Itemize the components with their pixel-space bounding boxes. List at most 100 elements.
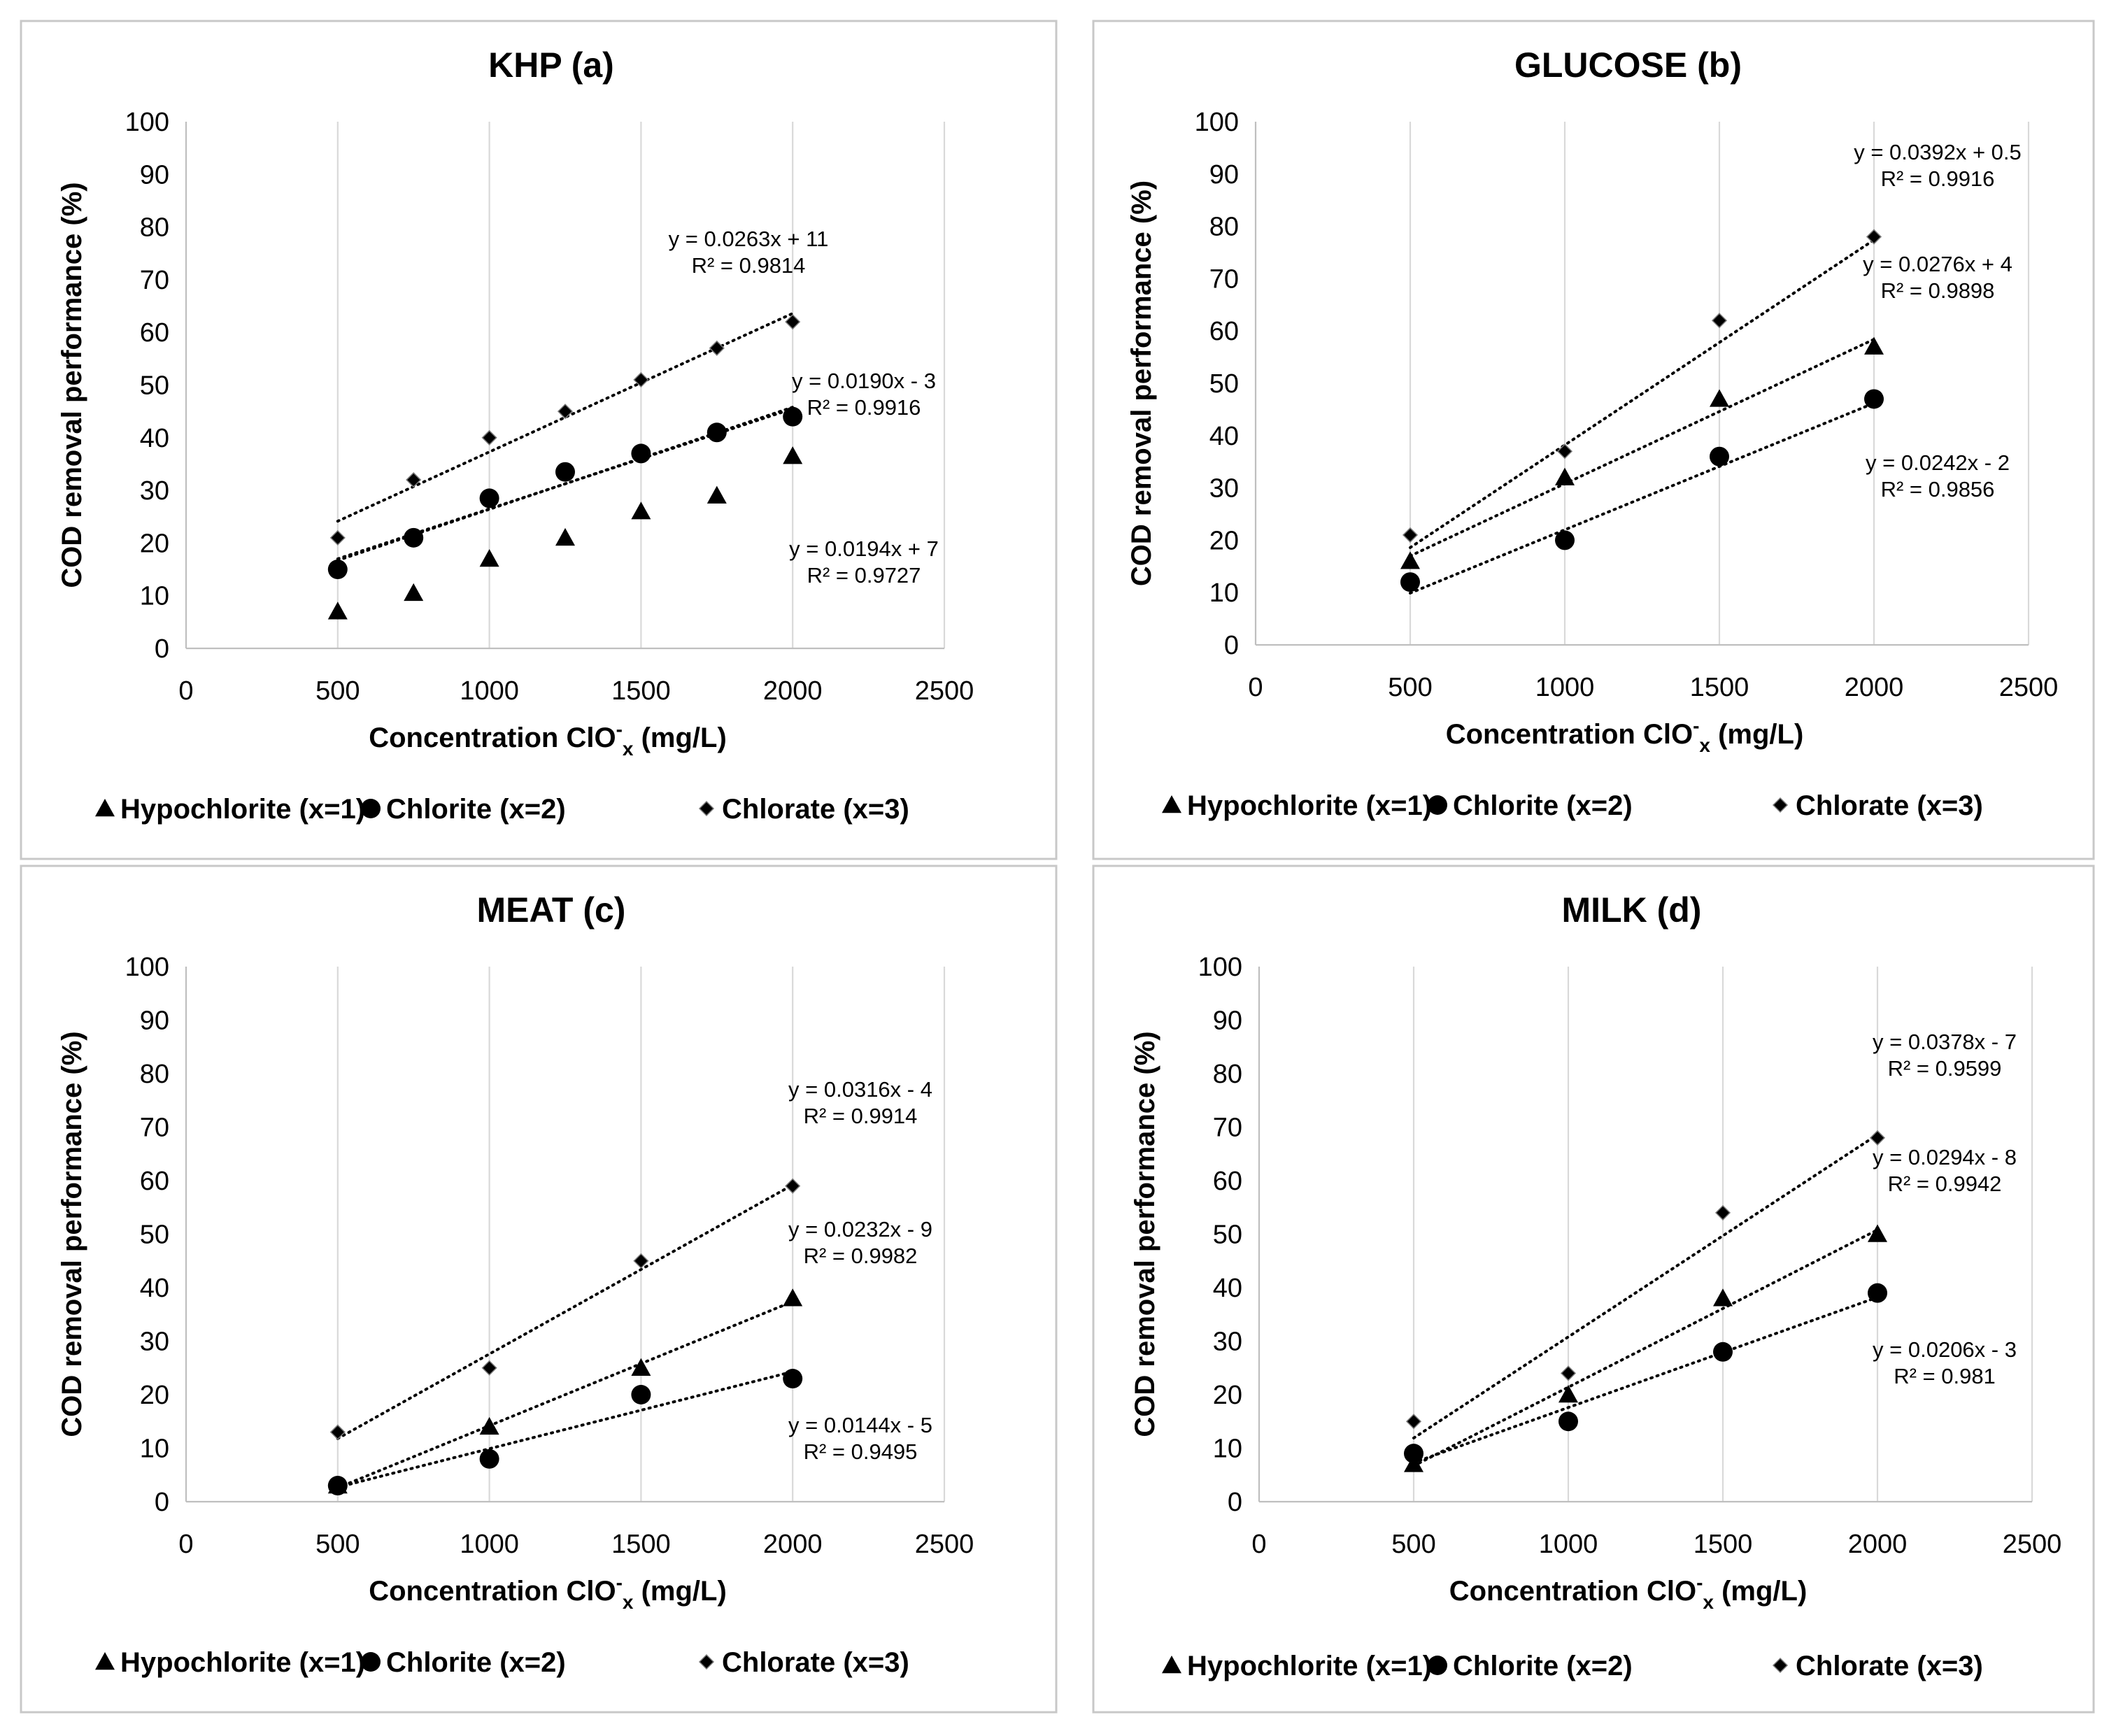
y-tick-label: 0	[155, 1488, 169, 1517]
legend-label-chlorite: Chlorite (x=2)	[386, 1647, 566, 1678]
x-tick-label: 1000	[1535, 673, 1595, 702]
x-axis-title-tail: (mg/L)	[1710, 719, 1803, 750]
data-point-chlorite	[631, 1385, 651, 1404]
data-point-hypochlorite	[1555, 467, 1575, 485]
trendline-equation-chlorite: y = 0.0144x - 5	[788, 1413, 932, 1437]
series-chlorite: y = 0.0190x - 3R² = 0.9916	[327, 369, 936, 580]
y-tick-label: 0	[1224, 631, 1239, 660]
legend-label-chlorite: Chlorite (x=2)	[1453, 790, 1633, 821]
chart-title: KHP (a)	[488, 45, 614, 85]
data-point-chlorite	[1868, 1283, 1887, 1303]
y-tick-label: 60	[140, 318, 169, 348]
trendline-equation-chlorite: y = 0.0190x - 3	[792, 369, 936, 393]
data-point-chlorate	[1711, 313, 1728, 329]
data-point-chlorate	[633, 1253, 649, 1269]
data-point-chlorate	[481, 429, 497, 446]
legend-label-chlorate: Chlorate (x=3)	[722, 794, 909, 825]
y-tick-label: 90	[1213, 1006, 1242, 1036]
x-tick-label: 0	[178, 1530, 193, 1559]
legend-marker-chlorate	[1772, 1657, 1789, 1674]
trendline-chlorate	[336, 1183, 795, 1440]
x-axis-title-sub: x	[1703, 1591, 1714, 1613]
y-axis-title: COD removal performance (%)	[1130, 1031, 1160, 1437]
trendline-r2-chlorite: R² = 0.9856	[1881, 477, 1995, 501]
x-axis-title-sup: -	[616, 1572, 623, 1593]
legend: Hypochlorite (x=1) Chlorite (x=2) Chlorate…	[95, 794, 909, 825]
data-point-chlorate	[1869, 1130, 1886, 1146]
trendline-hypochlorite	[1412, 1228, 1879, 1467]
chart-title: MILK (d)	[1562, 890, 1702, 930]
x-tick-label: 500	[315, 1530, 360, 1559]
series-chlorate: y = 0.0378x - 7R² = 0.9599	[1405, 1030, 2017, 1439]
series-chlorite: y = 0.0242x - 2R² = 0.9856	[1400, 389, 2010, 595]
y-tick-label: 90	[1209, 160, 1239, 190]
y-tick-label: 30	[140, 476, 169, 506]
y-tick-label: 100	[125, 108, 169, 137]
y-tick-label: 70	[140, 1114, 169, 1143]
y-tick-label: 100	[125, 953, 169, 982]
y-tick-label: 20	[1209, 526, 1239, 555]
data-point-hypochlorite	[631, 501, 651, 520]
data-point-chlorite	[706, 422, 727, 443]
x-tick-label: 2500	[915, 676, 974, 706]
data-point-hypochlorite	[631, 1358, 651, 1376]
x-tick-label: 500	[1391, 1530, 1435, 1559]
data-point-chlorite	[1404, 1444, 1423, 1464]
legend-marker-chlorite	[1428, 795, 1447, 815]
data-point-hypochlorite	[1713, 1288, 1733, 1307]
x-tick-label: 0	[1248, 673, 1263, 702]
chart-title: MEAT (c)	[477, 890, 626, 930]
trendline-equation-chlorite: y = 0.0242x - 2	[1866, 450, 2010, 475]
y-tick-label: 30	[1213, 1328, 1242, 1357]
y-tick-label: 100	[1195, 108, 1239, 137]
y-tick-label: 40	[1209, 422, 1239, 451]
trendline-hypochlorite	[336, 1300, 795, 1490]
y-tick-label: 20	[140, 1381, 169, 1410]
y-axis-title: COD removal performance (%)	[57, 182, 87, 588]
x-axis-title-main: Concentration ClO	[1449, 1576, 1696, 1607]
trendline-equation-chlorite: y = 0.0206x - 3	[1873, 1337, 2017, 1362]
y-tick-label: 50	[1213, 1221, 1242, 1250]
data-point-hypochlorite	[1400, 551, 1420, 569]
series-hypochlorite: y = 0.0294x - 8 R² = 0.9942	[1404, 1145, 2017, 1472]
data-point-chlorate	[1714, 1204, 1731, 1221]
y-tick-label: 60	[1209, 317, 1239, 346]
data-point-chlorate	[1402, 527, 1419, 543]
panel-frame	[20, 865, 1058, 1714]
x-tick-label: 1500	[611, 1530, 671, 1559]
x-axis-title-tail: (mg/L)	[1714, 1576, 1807, 1607]
data-point-chlorite	[1558, 1411, 1578, 1432]
x-tick-label: 0	[178, 676, 193, 706]
x-tick-label: 2000	[1845, 673, 1904, 702]
x-axis-title: Concentration ClO-x (mg/L)	[1446, 715, 1804, 756]
data-point-hypochlorite	[783, 446, 803, 464]
data-point-hypochlorite	[1710, 389, 1729, 407]
data-point-chlorate	[329, 529, 346, 546]
data-point-chlorite	[1710, 446, 1729, 467]
x-tick-label: 2500	[2003, 1530, 2062, 1559]
y-tick-label: 40	[140, 1274, 169, 1303]
legend-marker-chlorate	[698, 1653, 715, 1670]
x-tick-label: 500	[1388, 673, 1432, 702]
legend: Hypochlorite (x=1) Chlorite (x=2) Chlorate…	[1162, 1651, 1983, 1681]
x-tick-label: 1500	[611, 676, 671, 706]
legend-label-hypochlorite: Hypochlorite (x=1)	[1187, 790, 1432, 821]
y-tick-label: 10	[1213, 1435, 1242, 1464]
trendline-r2-hypochlorite: R² = 0.9898	[1881, 278, 1995, 303]
trendline-chlorate	[1412, 1133, 1879, 1439]
legend-marker-chlorate	[1772, 797, 1789, 813]
y-tick-label: 40	[1213, 1274, 1242, 1303]
data-point-hypochlorite	[327, 602, 348, 620]
x-axis-title: Concentration ClO-x (mg/L)	[369, 718, 727, 760]
y-tick-label: 10	[140, 582, 169, 611]
data-point-chlorite	[555, 462, 575, 482]
data-point-chlorate	[633, 371, 649, 388]
x-axis-title-sub: x	[623, 1591, 634, 1613]
data-point-chlorite	[1864, 389, 1884, 409]
data-point-chlorate	[406, 471, 422, 488]
legend-marker-chlorite	[361, 1652, 381, 1672]
y-tick-label: 20	[1213, 1381, 1242, 1410]
y-tick-label: 0	[1228, 1488, 1242, 1517]
